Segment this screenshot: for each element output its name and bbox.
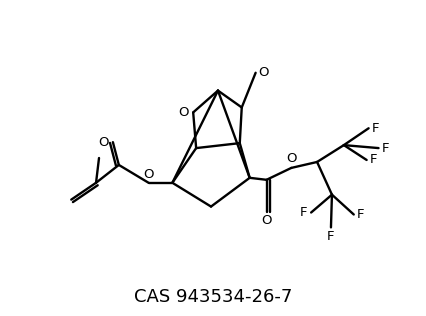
Text: O: O	[258, 66, 268, 79]
Text: F: F	[371, 122, 378, 135]
Text: O: O	[143, 168, 153, 181]
Text: F: F	[326, 230, 334, 243]
Text: F: F	[299, 206, 306, 219]
Text: F: F	[356, 208, 364, 221]
Text: O: O	[178, 106, 188, 119]
Text: F: F	[369, 154, 377, 167]
Text: F: F	[381, 142, 389, 155]
Text: O: O	[261, 214, 271, 227]
Text: O: O	[285, 153, 296, 166]
Text: CAS 943534-26-7: CAS 943534-26-7	[133, 288, 291, 306]
Text: O: O	[98, 136, 109, 149]
